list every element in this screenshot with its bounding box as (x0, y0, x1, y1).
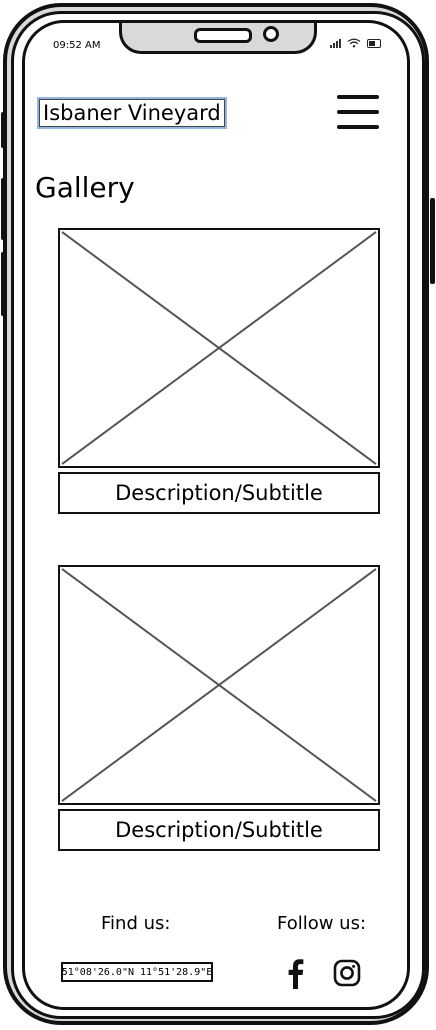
side-button-left-bottom (1, 252, 6, 316)
coordinates-link[interactable]: 51°08'26.0"N 11°51'28.9"E (61, 962, 213, 982)
phone-screen: 09:52 AM Isbaner Vineyard Gallery Descri… (22, 20, 410, 1010)
wifi-icon (347, 38, 361, 48)
signal-icon (330, 38, 341, 48)
page-title: Gallery (35, 171, 135, 204)
image-placeholder-icon[interactable] (58, 228, 380, 468)
gallery-item[interactable]: Description/Subtitle (58, 565, 382, 851)
side-button-left-middle (1, 178, 6, 240)
battery-icon (367, 38, 381, 48)
camera-icon (263, 26, 279, 42)
find-us-label: Find us: (101, 913, 171, 934)
status-icons (330, 38, 381, 48)
gallery-caption: Description/Subtitle (58, 472, 380, 514)
instagram-icon[interactable] (333, 957, 361, 989)
hamburger-menu-icon[interactable] (337, 93, 379, 131)
side-button-left-top (1, 112, 6, 148)
side-button-right (430, 198, 435, 284)
image-placeholder-icon[interactable] (58, 565, 380, 805)
status-time: 09:52 AM (53, 40, 101, 51)
follow-us-label: Follow us: (277, 913, 367, 934)
speaker-icon (194, 28, 252, 43)
gallery-caption: Description/Subtitle (58, 809, 380, 851)
brand-logo[interactable]: Isbaner Vineyard (37, 97, 227, 129)
gallery-item[interactable]: Description/Subtitle (58, 228, 382, 514)
facebook-icon[interactable] (281, 957, 309, 989)
notch (119, 23, 317, 54)
